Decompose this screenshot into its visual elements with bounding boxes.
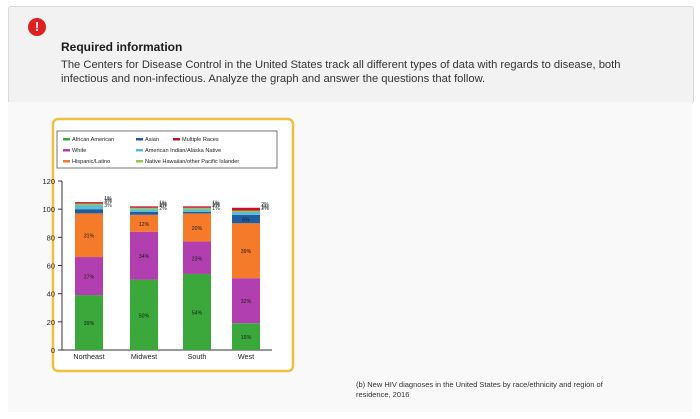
bar-segment (183, 273, 211, 350)
bar-value-label: 1% (159, 202, 167, 208)
bar-value-label: 19% (241, 335, 252, 341)
legend-label: Multiple Races (182, 137, 219, 143)
bar-segment (183, 211, 211, 214)
legend-label: African American (72, 137, 114, 143)
legend-label: White (72, 148, 86, 154)
bar-value-label: 2% (212, 203, 220, 209)
bar-segment (130, 207, 158, 210)
bar-value-label: 39% (84, 321, 95, 327)
bar-segment (232, 278, 260, 324)
y-tick-label: 60 (47, 262, 55, 271)
bar-segment (183, 241, 211, 274)
bar-value-label: 1% (261, 205, 269, 211)
bar-segment (75, 257, 103, 296)
bar-segment (232, 207, 260, 211)
bar-value-label: 32% (241, 299, 252, 305)
bar-value-label: 1% (212, 206, 220, 212)
bar-segment (75, 202, 103, 204)
legend-swatch (136, 160, 143, 163)
legend-swatch (173, 138, 180, 141)
bar-value-label: 2% (261, 206, 269, 212)
bar-segment (130, 211, 158, 215)
y-tick-label: 120 (42, 177, 55, 186)
legend-swatch (136, 149, 143, 152)
y-tick-label: 40 (47, 290, 55, 299)
bar-segment (75, 295, 103, 350)
legend-box (56, 130, 278, 169)
figure-caption: (b) New HIV diagnoses in the United Stat… (356, 380, 603, 399)
legend-swatch (63, 160, 70, 163)
bar-value-label: 1% (104, 196, 112, 202)
bar-segment (75, 204, 103, 210)
bar-value-label: 27% (84, 275, 95, 281)
bar-value-label: 1% (212, 200, 220, 206)
bar-value-label: 2% (159, 203, 167, 209)
bar-value-label: 6% (242, 218, 250, 224)
y-tick-label: 0 (51, 346, 55, 355)
required-information-panel: ! Required information The Centers for D… (8, 6, 694, 104)
bar-segment (130, 206, 158, 208)
y-tick-label: 20 (47, 318, 55, 327)
legend-label: Native Hawaiian/other Pacific Islander (145, 159, 239, 165)
info-title: Required information (61, 40, 183, 54)
bar-segment (130, 279, 158, 350)
bar-segment (130, 209, 158, 212)
bar-value-label: 3% (104, 199, 112, 205)
bar-segment (130, 231, 158, 280)
bar-segment (183, 213, 211, 242)
bar-value-label: 1% (104, 198, 112, 204)
bar-value-label: 1% (159, 200, 167, 206)
category-label: South (188, 352, 207, 361)
bar-value-label: 39% (241, 249, 252, 255)
bar-segment (183, 206, 211, 208)
bar-value-label: 34% (139, 254, 150, 260)
bar-segment (183, 209, 211, 212)
bar-value-label: 2% (159, 206, 167, 212)
bar-segment (75, 203, 103, 205)
bar-segment (232, 214, 260, 224)
legend-swatch (63, 149, 70, 152)
bar-segment (130, 214, 158, 232)
alert-icon: ! (28, 18, 46, 36)
bar-value-label: 12% (139, 222, 150, 228)
legend-swatch (63, 138, 70, 141)
category-label: Midwest (131, 352, 157, 361)
legend-label: American Indian/Alaska Native (145, 148, 221, 154)
bar-value-label: 23% (192, 256, 203, 262)
bar-value-label: 1% (212, 202, 220, 208)
category-label: West (238, 352, 254, 361)
bar-segment (232, 223, 260, 279)
bar-segment (75, 209, 103, 214)
bar-value-label: 20% (192, 226, 203, 232)
category-label: Northeast (73, 352, 104, 361)
legend-label: Asian (145, 137, 159, 143)
legend-label: Hispanic/Latino (72, 159, 110, 165)
y-tick-label: 100 (42, 205, 55, 214)
bar-segment (232, 323, 260, 350)
bar-segment (75, 213, 103, 258)
bar-segment (232, 210, 260, 212)
bar-value-label: 54% (192, 310, 203, 316)
bar-value-label: 50% (139, 313, 150, 319)
bar-value-label: 31% (84, 234, 95, 240)
bar-segment (183, 207, 211, 210)
bar-segment (232, 211, 260, 215)
y-tick-label: 80 (47, 233, 55, 242)
info-text: The Centers for Disease Control in the U… (61, 59, 621, 85)
legend-swatch (136, 138, 143, 141)
bar-value-label: 2% (261, 202, 269, 208)
bar-value-label: 3% (104, 203, 112, 209)
